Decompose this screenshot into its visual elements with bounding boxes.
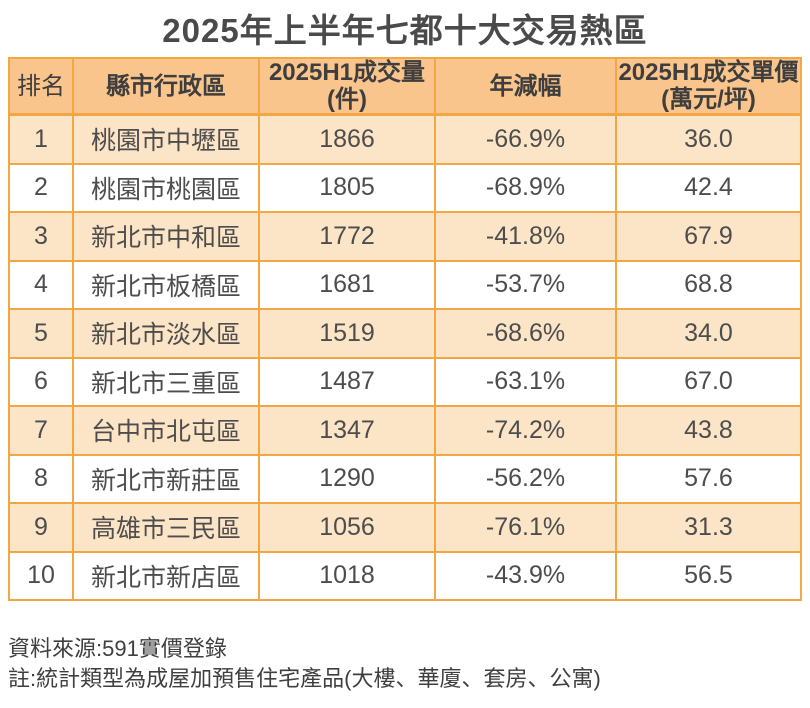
table-row: 2 桃園市桃園區 1805 -68.9% 42.4: [8, 162, 802, 213]
cell-district: 桃園市桃園區: [72, 162, 260, 213]
hot-zones-table: 排名 縣市行政區 2025H1成交量 (件) 年減幅 2025H1成交單價: [8, 57, 802, 601]
cell-district: 新北市板橋區: [72, 259, 260, 310]
cell-rank: 10: [8, 550, 74, 601]
table-row: 5 新北市淡水區 1519 -68.6% 34.0: [8, 308, 802, 359]
cell-rank: 8: [8, 453, 74, 504]
col-header-rank-label: 排名: [17, 72, 65, 100]
table-row: 7 台中市北屯區 1347 -74.2% 43.8: [8, 405, 802, 456]
cell-volume: 1018: [258, 550, 436, 601]
table-header: 排名 縣市行政區 2025H1成交量 (件) 年減幅 2025H1成交單價: [8, 57, 802, 116]
cell-yoy: -41.8%: [434, 211, 617, 262]
cell-rank: 4: [8, 259, 74, 310]
page-title: 2025年上半年七都十大交易熱區: [162, 12, 648, 49]
col-header-district-label: 縣市行政區: [106, 72, 226, 100]
table-row: 3 新北市中和區 1772 -41.8% 67.9: [8, 211, 802, 262]
cell-rank: 6: [8, 356, 74, 407]
cell-price: 56.5: [615, 550, 802, 601]
cell-price: 34.0: [615, 308, 802, 359]
table-row: 1 桃園市中壢區 1866 -66.9% 36.0: [8, 113, 802, 165]
cell-volume: 1519: [258, 308, 436, 359]
col-header-price-unit: (萬元/坪): [661, 86, 756, 113]
statistics-note: 註:統計類型為成屋加預售住宅產品(大樓、華廈、套房、公寓): [8, 666, 601, 691]
cell-yoy: -53.7%: [434, 259, 617, 310]
cell-volume: 1290: [258, 453, 436, 504]
cell-price: 42.4: [615, 162, 802, 213]
cell-yoy: -74.2%: [434, 405, 617, 456]
cell-volume: 1347: [258, 405, 436, 456]
col-header-volume-unit: (件): [327, 86, 367, 113]
cell-rank: 7: [8, 405, 74, 456]
cell-price: 31.3: [615, 502, 802, 553]
cell-district: 高雄市三民區: [72, 502, 260, 553]
cell-yoy: -76.1%: [434, 502, 617, 553]
table-row: 8 新北市新莊區 1290 -56.2% 57.6: [8, 453, 802, 504]
cell-rank: 2: [8, 162, 74, 213]
cell-district: 新北市新莊區: [72, 453, 260, 504]
cell-district: 桃園市中壢區: [72, 113, 260, 165]
cell-volume: 1056: [258, 502, 436, 553]
cell-price: 43.8: [615, 405, 802, 456]
cell-price: 68.8: [615, 259, 802, 310]
cell-price: 57.6: [615, 453, 802, 504]
table-body: 1 桃園市中壢區 1866 -66.9% 36.0 2 桃園市桃園區 1805 …: [8, 113, 802, 601]
cell-yoy: -66.9%: [434, 113, 617, 165]
cell-price: 67.9: [615, 211, 802, 262]
cell-volume: 1866: [258, 113, 436, 165]
header-row: 排名 縣市行政區 2025H1成交量 (件) 年減幅 2025H1成交單價: [8, 57, 802, 116]
col-header-yoy: 年減幅: [434, 57, 617, 116]
table-row: 6 新北市三重區 1487 -63.1% 67.0: [8, 356, 802, 407]
cell-yoy: -63.1%: [434, 356, 617, 407]
cell-price: 36.0: [615, 113, 802, 165]
cell-rank: 1: [8, 113, 74, 165]
col-header-yoy-label: 年減幅: [489, 72, 562, 100]
cell-district: 新北市淡水區: [72, 308, 260, 359]
cell-volume: 1805: [258, 162, 436, 213]
col-header-volume-label: 2025H1成交量: [268, 59, 426, 86]
cell-district: 台中市北屯區: [72, 405, 260, 456]
col-header-price-label: 2025H1成交單價: [618, 59, 799, 86]
cell-volume: 1681: [258, 259, 436, 310]
cell-rank: 5: [8, 308, 74, 359]
col-header-price: 2025H1成交單價 (萬元/坪): [615, 57, 802, 116]
table-row: 10 新北市新店區 1018 -43.9% 56.5: [8, 550, 802, 601]
source-note: 資料來源:591實價登錄: [8, 636, 227, 661]
col-header-rank: 排名: [8, 57, 74, 116]
table-row: 9 高雄市三民區 1056 -76.1% 31.3: [8, 502, 802, 553]
cell-district: 新北市中和區: [72, 211, 260, 262]
cell-yoy: -68.9%: [434, 162, 617, 213]
cell-district: 新北市三重區: [72, 356, 260, 407]
table-row: 4 新北市板橋區 1681 -53.7% 68.8: [8, 259, 802, 310]
cell-rank: 9: [8, 502, 74, 553]
col-header-district: 縣市行政區: [72, 57, 260, 116]
col-header-volume: 2025H1成交量 (件): [258, 57, 436, 116]
cell-rank: 3: [8, 211, 74, 262]
cell-yoy: -56.2%: [434, 453, 617, 504]
footnotes: 資料來源:591實價登錄 註:統計類型為成屋加預售住宅產品(大樓、華廈、套房、公…: [8, 634, 601, 694]
cell-volume: 1487: [258, 356, 436, 407]
cell-yoy: -43.9%: [434, 550, 617, 601]
cell-volume: 1772: [258, 211, 436, 262]
cell-yoy: -68.6%: [434, 308, 617, 359]
cell-price: 67.0: [615, 356, 802, 407]
cell-district: 新北市新店區: [72, 550, 260, 601]
